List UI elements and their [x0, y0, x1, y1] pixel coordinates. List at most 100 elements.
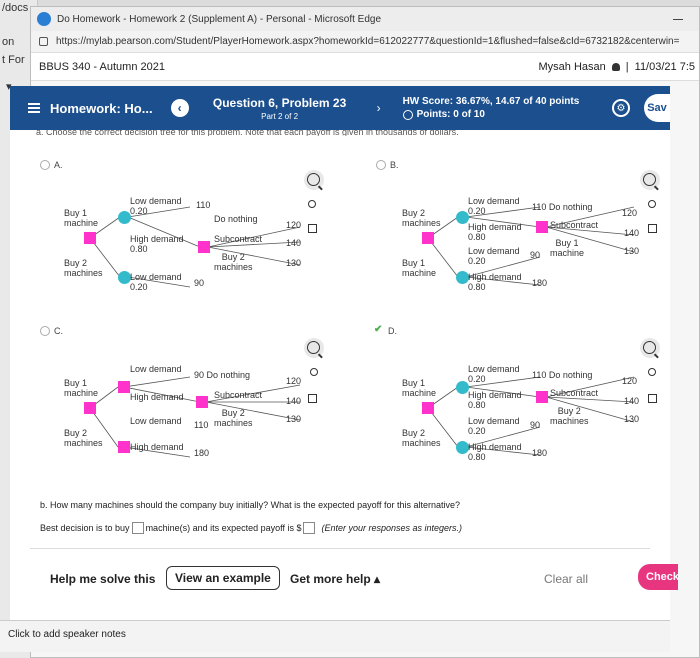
option-d-high2: High demand 0.80	[468, 442, 522, 462]
option-a-label[interactable]: A.	[54, 160, 63, 170]
option-d-label[interactable]: D.	[388, 326, 397, 336]
homework-navbar: Homework: Ho... ‹ Question 6, Problem 23…	[10, 86, 670, 130]
option-a-radio[interactable]	[40, 160, 50, 170]
option-b-v90: 90	[530, 250, 541, 260]
option-c-radio[interactable]	[40, 326, 50, 336]
option-c-buy1: Buy 1 machine	[64, 378, 99, 398]
cut-off-instructions: a. Choose the correct decision tree for …	[36, 130, 459, 136]
option-a-subcontract: Subcontract	[214, 234, 263, 244]
clear-all-button[interactable]: Clear all	[544, 572, 589, 586]
option-c-buy2: Buy 2 machines	[64, 428, 103, 448]
option-d-low2: Low demand 0.20	[468, 416, 520, 436]
strip-text-on: on	[2, 36, 15, 48]
option-c-high2: High demand	[130, 442, 184, 452]
option-d-do-nothing: 110 Do nothing	[532, 370, 593, 380]
help-me-solve-button[interactable]: Help me solve this	[50, 572, 156, 586]
homework-title[interactable]: Homework: Ho...	[50, 100, 153, 116]
decision-node-icon	[536, 391, 548, 403]
machines-answer-input[interactable]	[131, 522, 144, 534]
strip-chevron-icon[interactable]: ▾	[6, 81, 12, 93]
minimize-button[interactable]	[673, 18, 683, 20]
datetime: 11/03/21 7:5	[634, 60, 695, 73]
zoom-icon[interactable]	[307, 173, 320, 186]
magnify-icon[interactable]	[648, 368, 656, 376]
strip-text-for: t For	[2, 54, 25, 66]
magnify-icon[interactable]	[310, 368, 318, 376]
question-b-text: b. How many machines should the company …	[40, 500, 461, 510]
option-b-high2: High demand 0.80	[468, 272, 522, 292]
question-info: Question 6, Problem 23 Part 2 of 2	[205, 96, 355, 121]
payoff-answer-input[interactable]	[303, 522, 316, 534]
option-a-v90: 90	[194, 278, 205, 288]
option-a-v140: 140	[286, 238, 302, 248]
option-d-high: High demand 0.80	[468, 390, 522, 410]
zoom-icon[interactable]	[643, 173, 656, 186]
url-text[interactable]: https://mylab.pearson.com/Student/Player…	[56, 36, 680, 47]
expand-icon[interactable]	[308, 224, 317, 233]
option-c-label[interactable]: C.	[54, 326, 63, 336]
option-a-high: High demand 0.80	[130, 234, 184, 254]
gear-icon[interactable]: ⚙	[612, 99, 630, 117]
zoom-icon[interactable]	[643, 341, 656, 354]
option-d-v130: 130	[624, 414, 640, 424]
option-c-v120: 120	[286, 376, 302, 386]
option-b-v180: 180	[532, 278, 548, 288]
address-bar[interactable]: https://mylab.pearson.com/Student/Player…	[31, 31, 699, 53]
speaker-notes-bar[interactable]: Click to add speaker notes	[0, 620, 670, 652]
header-separator: |	[625, 60, 629, 73]
option-a-v120: 120	[286, 220, 302, 230]
chance-node-icon	[456, 381, 469, 394]
option-c-low2: Low demand	[130, 416, 182, 426]
option-a-buy1: Buy 1 machine	[64, 208, 99, 228]
option-b-low: Low demand 0.20	[468, 196, 520, 216]
decision-tree-lines	[89, 206, 635, 458]
zoom-icon[interactable]	[307, 341, 320, 354]
view-example-button[interactable]: View an example	[166, 566, 280, 590]
course-header: BBUS 340 - Autumn 2021 Mysah Hasan | 11/…	[31, 53, 699, 81]
expand-icon[interactable]	[648, 224, 657, 233]
option-b-do-nothing: 110 Do nothing	[532, 202, 593, 212]
option-c-v180: 180	[194, 448, 210, 458]
edge-logo-icon	[37, 12, 51, 26]
answer-pre: Best decision is to buy	[40, 523, 130, 533]
lock-icon	[39, 37, 48, 46]
user-name[interactable]: Mysah Hasan	[538, 60, 606, 73]
speaker-notes-text[interactable]: Click to add speaker notes	[8, 629, 126, 640]
option-a-do-nothing: Do nothing	[214, 214, 258, 224]
decision-node-icon	[422, 232, 434, 244]
question-part: Part 2 of 2	[261, 111, 299, 121]
decision-node-icon	[84, 232, 96, 244]
chevron-right-icon[interactable]: ›	[376, 101, 381, 115]
option-b-high: High demand 0.80	[468, 222, 522, 242]
magnify-icon[interactable]	[648, 200, 656, 208]
option-b-label[interactable]: B.	[390, 160, 399, 170]
option-b-buy1: Buy 1 machine	[402, 258, 437, 278]
option-c-v130: 130	[286, 414, 302, 424]
option-d-buy2m: Buy 2 machines	[550, 406, 589, 426]
option-b-subcontract: Subcontract	[550, 220, 599, 230]
option-b-radio[interactable]	[376, 160, 386, 170]
points-circle-icon	[402, 109, 413, 120]
option-d-check-icon: ✔	[374, 324, 383, 335]
score-info: HW Score: 36.67%, 14.67 of 40 points Poi…	[402, 96, 579, 120]
question-title: Question 6, Problem 23	[212, 95, 347, 110]
save-button[interactable]: Sav	[644, 94, 670, 122]
option-b-low2: Low demand 0.20	[468, 246, 520, 266]
decision-node-icon	[196, 396, 208, 408]
get-more-help-button[interactable]: Get more help ▴	[290, 572, 380, 586]
decision-node-icon	[422, 402, 434, 414]
option-a-low: Low demand 0.20	[130, 196, 182, 216]
check-answer-button[interactable]: Check an	[638, 564, 678, 590]
chance-node-icon	[118, 441, 130, 453]
option-c-low: Low demand	[130, 364, 182, 374]
menu-icon[interactable]	[28, 103, 40, 113]
expand-icon[interactable]	[308, 394, 317, 403]
chevron-left-icon[interactable]: ‹	[170, 99, 189, 117]
option-c-do-nothing: 90 Do nothing	[194, 370, 251, 380]
chance-node-icon	[456, 441, 469, 454]
chance-node-icon	[118, 381, 130, 393]
magnify-icon[interactable]	[308, 200, 316, 208]
divider	[30, 548, 650, 549]
option-d-subcontract: Subcontract	[550, 388, 599, 398]
expand-icon[interactable]	[648, 394, 657, 403]
